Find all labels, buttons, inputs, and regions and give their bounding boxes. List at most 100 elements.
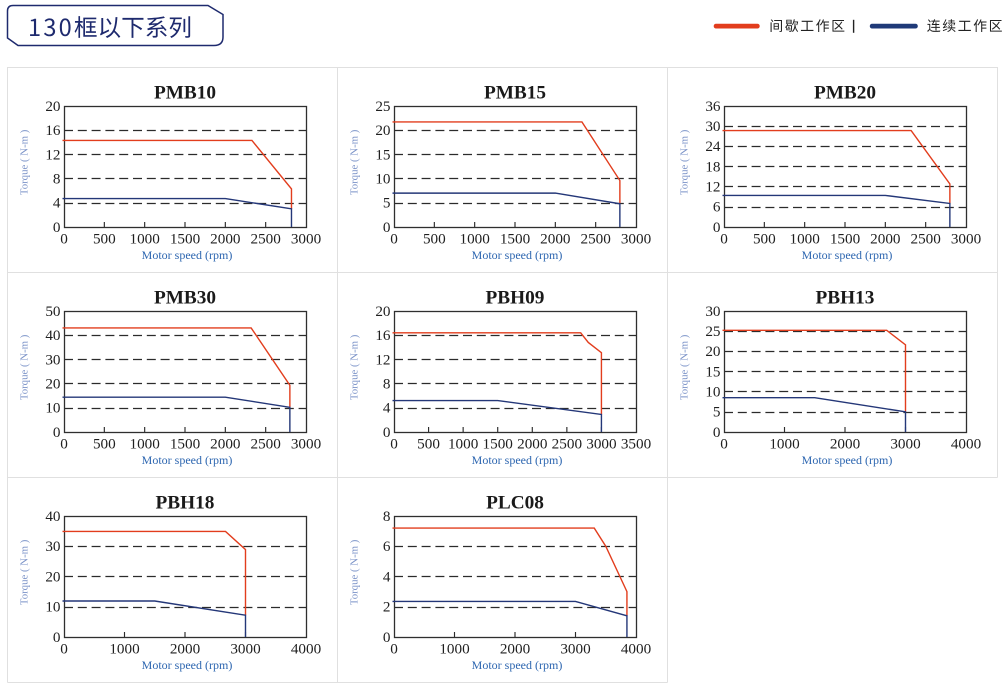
svg-text:4000: 4000 [291, 641, 322, 658]
svg-text:2500: 2500 [910, 231, 941, 248]
svg-text:2500: 2500 [552, 436, 583, 453]
svg-text:PMB15: PMB15 [484, 83, 546, 104]
svg-text:3000: 3000 [291, 436, 322, 453]
svg-text:25: 25 [375, 98, 390, 115]
svg-text:Torque ( N-m ): Torque ( N-m ) [19, 539, 31, 605]
svg-text:8: 8 [383, 376, 391, 393]
svg-text:Torque ( N-m ): Torque ( N-m ) [679, 129, 691, 195]
svg-text:Motor speed (rpm): Motor speed (rpm) [142, 248, 233, 262]
svg-text:1000: 1000 [459, 231, 490, 248]
svg-text:10: 10 [375, 171, 391, 188]
svg-text:4000: 4000 [951, 436, 982, 453]
svg-text:25: 25 [705, 323, 720, 340]
svg-text:3000: 3000 [230, 641, 261, 658]
svg-text:3000: 3000 [291, 231, 322, 248]
svg-text:15: 15 [375, 146, 390, 163]
svg-text:36: 36 [705, 98, 721, 115]
svg-text:1500: 1500 [500, 231, 531, 248]
svg-text:30: 30 [45, 351, 61, 368]
svg-text:4: 4 [383, 568, 391, 585]
svg-text:Motor speed (rpm): Motor speed (rpm) [142, 453, 233, 467]
svg-text:Torque ( N-m ): Torque ( N-m ) [349, 539, 361, 605]
svg-text:6: 6 [713, 199, 721, 216]
svg-text:4000: 4000 [621, 641, 652, 658]
svg-text:0: 0 [713, 219, 721, 236]
svg-text:3000: 3000 [586, 436, 617, 453]
svg-text:0: 0 [383, 219, 391, 236]
svg-text:1000: 1000 [789, 231, 820, 248]
svg-text:2000: 2000 [517, 436, 548, 453]
svg-text:2000: 2000 [210, 436, 241, 453]
svg-text:Motor speed (rpm): Motor speed (rpm) [472, 658, 563, 672]
svg-text:3000: 3000 [890, 436, 921, 453]
svg-text:16: 16 [375, 327, 391, 344]
svg-text:0: 0 [383, 424, 391, 441]
svg-text:Motor speed (rpm): Motor speed (rpm) [142, 658, 233, 672]
svg-text:4: 4 [383, 400, 391, 417]
svg-text:40: 40 [45, 327, 61, 344]
svg-text:16: 16 [45, 122, 61, 139]
svg-text:20: 20 [45, 376, 61, 393]
svg-text:Torque ( N-m ): Torque ( N-m ) [679, 334, 691, 400]
svg-text:2000: 2000 [210, 231, 241, 248]
svg-text:Motor speed (rpm): Motor speed (rpm) [472, 248, 563, 262]
svg-text:PBH09: PBH09 [486, 288, 545, 309]
svg-text:Torque ( N-m ): Torque ( N-m ) [19, 334, 31, 400]
svg-text:PBH13: PBH13 [816, 288, 875, 309]
svg-text:500: 500 [423, 231, 446, 248]
svg-text:1500: 1500 [483, 436, 514, 453]
svg-text:0: 0 [60, 641, 68, 658]
svg-text:12: 12 [705, 179, 720, 196]
svg-text:3500: 3500 [621, 436, 652, 453]
svg-text:0: 0 [60, 436, 68, 453]
svg-text:500: 500 [93, 436, 116, 453]
svg-text:3000: 3000 [621, 231, 652, 248]
svg-text:10: 10 [45, 400, 61, 417]
svg-text:0: 0 [383, 629, 391, 646]
svg-text:0: 0 [53, 424, 61, 441]
svg-text:PMB20: PMB20 [814, 83, 876, 104]
svg-text:2000: 2000 [830, 436, 861, 453]
svg-text:0: 0 [720, 231, 728, 248]
svg-text:PLC08: PLC08 [486, 493, 544, 514]
svg-text:30: 30 [705, 118, 721, 135]
svg-text:12: 12 [45, 146, 60, 163]
svg-text:1000: 1000 [439, 641, 470, 658]
svg-text:Torque ( N-m ): Torque ( N-m ) [349, 129, 361, 195]
svg-text:2000: 2000 [170, 641, 201, 658]
svg-text:0: 0 [390, 436, 398, 453]
svg-text:Motor speed (rpm): Motor speed (rpm) [802, 248, 893, 262]
svg-text:30: 30 [705, 303, 721, 320]
svg-text:2500: 2500 [580, 231, 611, 248]
svg-text:1500: 1500 [170, 231, 201, 248]
svg-text:2500: 2500 [250, 436, 281, 453]
svg-text:15: 15 [705, 363, 720, 380]
svg-text:PBH18: PBH18 [156, 493, 215, 514]
svg-text:6: 6 [383, 538, 391, 555]
svg-text:0: 0 [53, 219, 61, 236]
svg-text:40: 40 [45, 508, 61, 525]
svg-text:2000: 2000 [540, 231, 571, 248]
svg-text:PMB10: PMB10 [154, 83, 216, 104]
svg-text:0: 0 [713, 424, 721, 441]
svg-text:20: 20 [375, 122, 391, 139]
svg-text:PMB30: PMB30 [154, 288, 216, 309]
svg-text:3000: 3000 [951, 231, 982, 248]
svg-text:Torque ( N-m ): Torque ( N-m ) [349, 334, 361, 400]
svg-text:1000: 1000 [129, 436, 160, 453]
svg-text:30: 30 [45, 538, 61, 555]
svg-text:5: 5 [713, 404, 721, 421]
svg-text:Motor speed (rpm): Motor speed (rpm) [472, 453, 563, 467]
svg-text:4: 4 [53, 195, 61, 212]
svg-text:Torque ( N-m ): Torque ( N-m ) [19, 129, 31, 195]
svg-text:1500: 1500 [830, 231, 861, 248]
svg-text:0: 0 [390, 641, 398, 658]
svg-text:0: 0 [720, 436, 728, 453]
svg-text:20: 20 [375, 303, 391, 320]
svg-text:5: 5 [383, 195, 391, 212]
svg-text:50: 50 [45, 303, 61, 320]
svg-text:500: 500 [93, 231, 116, 248]
svg-text:2500: 2500 [250, 231, 281, 248]
svg-text:1000: 1000 [109, 641, 140, 658]
svg-text:Motor speed (rpm): Motor speed (rpm) [802, 453, 893, 467]
